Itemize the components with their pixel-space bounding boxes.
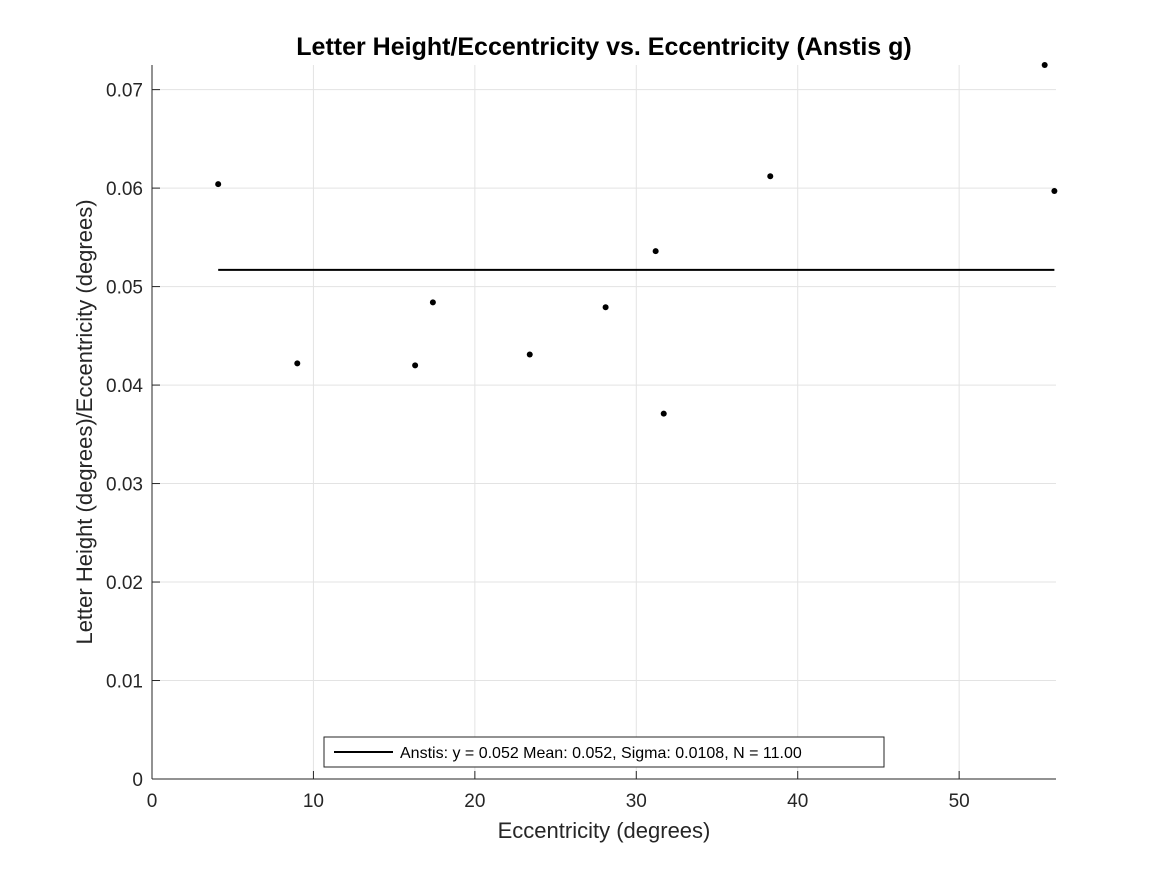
chart-title: Letter Height/Eccentricity vs. Eccentric… [296,33,911,61]
y-tick-label: 0.05 [106,278,143,299]
data-point [652,248,659,255]
data-point [526,351,533,358]
y-tick-label: 0 [132,770,143,791]
data-point [412,362,419,369]
y-tick-label: 0.01 [106,672,143,693]
y-axis-label: Letter Height (degrees)/Eccentricity (de… [72,199,97,644]
data-points-layer [215,62,1058,417]
plot-area [152,65,1056,779]
x-tick-label: 0 [147,791,158,812]
legend-box [323,736,885,768]
data-point [767,173,774,180]
data-point [1051,188,1058,195]
data-point [215,181,222,188]
y-tick-label: 0.07 [106,81,143,102]
grid-lines [152,65,1056,779]
legend-entry-label: Anstis: y = 0.052 Mean: 0.052, Sigma: 0.… [400,745,802,762]
axes [151,65,1056,780]
legend: Anstis: y = 0.052 Mean: 0.052, Sigma: 0.… [323,736,885,768]
data-point [660,410,667,417]
x-tick-label: 40 [787,791,808,812]
x-axis-ticks: 0 10 20 30 40 50 [147,771,970,812]
y-tick-label: 0.04 [106,376,143,397]
y-axis-ticks: 0 0.01 0.02 0.03 0.04 0.05 0.06 0.07 [106,81,160,791]
y-tick-label: 0.02 [106,573,143,594]
y-tick-label: 0.03 [106,475,143,496]
x-axis-label: Eccentricity (degrees) [498,818,711,843]
data-point [429,299,436,306]
x-tick-label: 30 [626,791,647,812]
data-point [1041,62,1048,68]
data-point [294,360,301,367]
x-tick-label: 10 [303,791,324,812]
x-tick-label: 20 [464,791,485,812]
data-point [602,304,609,311]
y-tick-label: 0.06 [106,179,143,200]
x-tick-label: 50 [949,791,970,812]
